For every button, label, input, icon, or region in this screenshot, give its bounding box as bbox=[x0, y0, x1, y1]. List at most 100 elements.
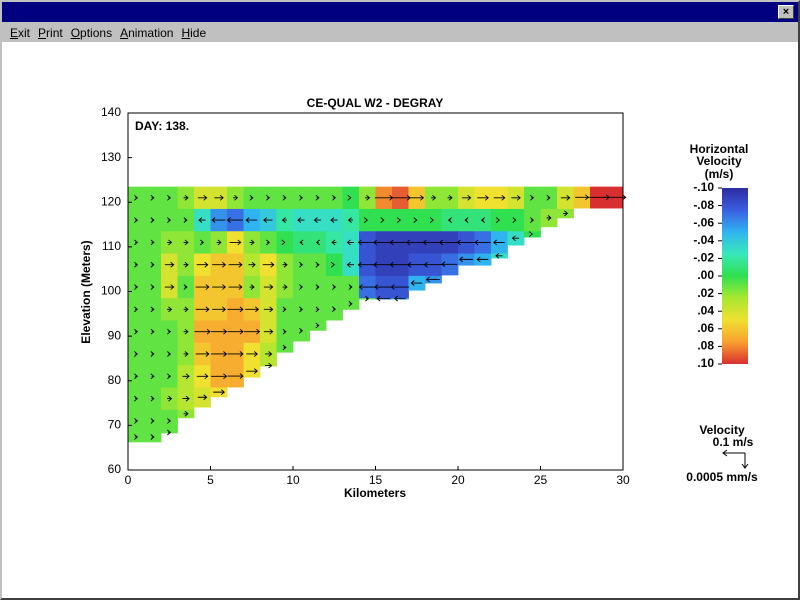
velocity-arrow bbox=[183, 410, 189, 417]
velocity-arrow bbox=[134, 306, 139, 313]
velocity-arrow bbox=[249, 284, 255, 290]
velocity-arrow bbox=[216, 239, 222, 246]
velocity-arrow bbox=[389, 261, 411, 268]
velocity-arrow bbox=[150, 239, 155, 246]
velocity-arrow bbox=[332, 306, 337, 312]
velocity-arrow bbox=[264, 362, 273, 369]
velocity-arrow bbox=[195, 351, 210, 357]
velocity-arrow bbox=[380, 217, 385, 223]
velocity-arrow bbox=[167, 194, 172, 201]
menu-item[interactable]: Animation bbox=[120, 26, 174, 40]
y-tick-label: 60 bbox=[108, 462, 122, 476]
colorbar-tick-label: -.02 bbox=[693, 251, 714, 265]
colorbar-tick-label: .04 bbox=[697, 303, 714, 317]
velocity-arrow bbox=[183, 306, 189, 313]
velocity-arrow bbox=[262, 261, 275, 268]
velocity-arrow bbox=[150, 284, 155, 290]
velocity-arrow bbox=[183, 284, 188, 290]
velocity-arrow bbox=[299, 327, 304, 334]
x-tick-label: 15 bbox=[369, 473, 383, 487]
menu-item[interactable]: Options bbox=[70, 26, 113, 40]
velocity-arrow bbox=[299, 261, 304, 268]
velocity-arrow bbox=[376, 295, 391, 302]
velocity-arrow bbox=[264, 351, 273, 357]
velocity-arrow bbox=[447, 194, 453, 201]
velocity-arrow bbox=[150, 395, 155, 402]
velocity-arrow bbox=[246, 368, 258, 375]
velocity-arrow bbox=[266, 194, 271, 201]
velocity-arrow bbox=[512, 217, 517, 223]
colorbar-title: Velocity bbox=[696, 154, 742, 168]
velocity-arrow bbox=[194, 328, 211, 335]
vector-legend-vertical: 0.0005 mm/s bbox=[686, 470, 758, 484]
velocity-arrow bbox=[347, 194, 352, 201]
velocity-arrow bbox=[134, 328, 139, 335]
velocity-arrow bbox=[150, 306, 155, 313]
velocity-arrow bbox=[197, 394, 208, 401]
velocity-arrow bbox=[212, 306, 227, 313]
menu-item[interactable]: Exit bbox=[10, 26, 31, 40]
menu-item[interactable]: Print bbox=[38, 26, 63, 40]
title-bar: × bbox=[2, 2, 798, 22]
colorbar-tick-label: .00 bbox=[697, 268, 714, 282]
colorbar bbox=[722, 188, 748, 364]
colorbar-title: Horizontal bbox=[690, 142, 749, 156]
vector-legend-title: Velocity bbox=[699, 423, 745, 437]
velocity-arrow bbox=[511, 194, 521, 201]
velocity-arrow bbox=[530, 217, 535, 223]
velocity-arrow bbox=[396, 217, 401, 223]
velocity-arrow bbox=[150, 328, 155, 335]
velocity-arrow bbox=[330, 217, 338, 223]
velocity-arrow bbox=[410, 194, 425, 201]
velocity-arrow bbox=[150, 194, 155, 201]
velocity-arrow bbox=[410, 280, 423, 286]
velocity-arrow bbox=[134, 351, 139, 357]
velocity-arrow bbox=[495, 252, 503, 259]
velocity-arrow bbox=[315, 261, 320, 268]
velocity-arrow bbox=[134, 194, 139, 201]
x-tick-label: 30 bbox=[616, 473, 630, 487]
velocity-arrow bbox=[495, 217, 500, 223]
velocity-arrow bbox=[233, 194, 239, 201]
velocity-arrow bbox=[315, 239, 320, 246]
velocity-arrow bbox=[212, 261, 227, 268]
velocity-arrow bbox=[227, 351, 244, 357]
velocity-arrow bbox=[560, 194, 571, 201]
velocity-arrow bbox=[299, 306, 304, 313]
velocity-arrow bbox=[315, 322, 320, 329]
velocity-arrow bbox=[511, 235, 520, 242]
velocity-arrow bbox=[150, 373, 155, 380]
close-button[interactable]: × bbox=[778, 5, 794, 19]
velocity-arrow bbox=[282, 261, 288, 268]
velocity-arrow bbox=[431, 194, 437, 201]
velocity-arrow bbox=[246, 351, 258, 357]
menu-item[interactable]: Hide bbox=[181, 26, 207, 40]
y-tick-label: 100 bbox=[101, 284, 121, 298]
velocity-arrow bbox=[299, 239, 304, 246]
velocity-arrow bbox=[332, 194, 337, 201]
velocity-arrow bbox=[263, 306, 274, 313]
velocity-arrow bbox=[164, 284, 175, 290]
velocity-arrow bbox=[227, 373, 244, 379]
velocity-arrow bbox=[282, 328, 287, 335]
velocity-arrow bbox=[150, 418, 155, 424]
velocity-arrow bbox=[358, 284, 375, 290]
velocity-arrow bbox=[299, 284, 304, 290]
x-tick-label: 25 bbox=[534, 473, 548, 487]
velocity-arrow bbox=[134, 239, 139, 246]
velocity-arrow bbox=[299, 194, 304, 201]
colorbar-title: (m/s) bbox=[705, 167, 734, 181]
velocity-arrow bbox=[183, 239, 189, 246]
velocity-arrow bbox=[167, 328, 172, 335]
velocity-arrow bbox=[474, 239, 491, 246]
velocity-arrow bbox=[330, 261, 335, 268]
velocity-arrow bbox=[228, 284, 243, 290]
velocity-arrow bbox=[332, 284, 337, 290]
y-tick-label: 70 bbox=[108, 418, 122, 432]
y-tick-label: 140 bbox=[101, 105, 121, 119]
colorbar-tick-label: .06 bbox=[697, 321, 714, 335]
velocity-arrow bbox=[546, 194, 551, 201]
velocity-arrow bbox=[182, 395, 190, 402]
